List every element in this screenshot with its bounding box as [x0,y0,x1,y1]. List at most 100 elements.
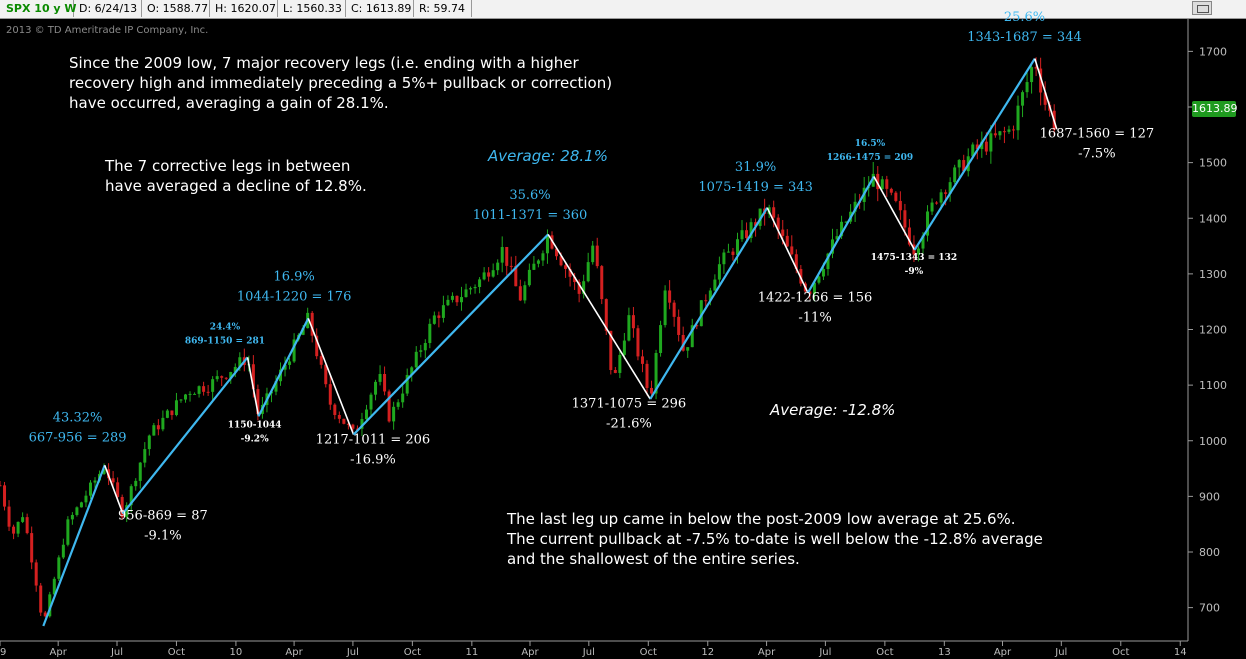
candle-body [903,210,907,228]
candle-body [975,144,979,150]
candle-body [627,315,631,341]
candle-body [704,300,708,302]
x-tick-label: Jul [582,647,595,658]
x-tick-label: Apr [521,647,539,658]
maximize-icon[interactable] [1192,1,1212,15]
y-tick-label: 1100 [1199,379,1227,392]
candle-body [102,469,106,474]
candle-body [328,384,332,405]
x-tick-label: Jul [1054,647,1067,658]
leg-label-line: 1075-1419 = 343 [698,180,813,195]
candle-body [586,262,590,282]
candle-body [604,299,608,331]
candle-body [220,376,224,378]
candle-body [319,356,323,365]
candle-body [939,192,943,203]
candle-body [726,251,730,253]
candle-body [527,269,531,286]
down-leg-line [103,464,124,514]
candle-body [202,386,206,392]
candle-body [473,287,477,289]
candle-body [935,202,939,204]
leg-label-line: 1687-1560 = 127 [1040,127,1155,142]
candle-body [188,393,192,395]
candle-body [668,290,672,303]
up-leg-line [806,175,875,294]
candle-body [437,315,441,318]
x-tick-label: 10 [230,647,243,658]
candle-body [39,585,43,613]
candle-body [233,366,237,373]
candle-body [333,404,337,415]
candle-body [595,245,599,267]
x-tick-label: Jul [110,647,123,658]
candle-body [722,252,726,265]
y-tick-label: 700 [1199,602,1220,615]
candle-body [821,269,825,277]
candle-body [48,594,52,617]
candle-body [894,192,898,201]
candle-body [1034,67,1038,69]
candle-body [564,265,568,269]
candle-body [613,369,617,373]
candle-body [387,391,391,422]
average-gain-label: Average: 28.1% [488,147,608,165]
candle-body [478,279,482,288]
candle-body [993,133,997,136]
leg-label-line: -16.9% [350,453,396,468]
candle-body [1039,68,1043,93]
candle-body [374,381,378,395]
candle-body [111,478,115,483]
leg-label-line: 1422-1266 = 156 [758,291,873,306]
candle-body [1025,82,1029,93]
y-tick-label: 1200 [1199,324,1227,337]
candle-body [817,276,821,283]
quote-header: SPX 10 y W D: 6/24/13 O: 1588.77 H: 1620… [0,0,1246,19]
candle-body [469,288,473,290]
y-tick-label: 900 [1199,490,1220,503]
symbol-field[interactable]: SPX 10 y W [0,0,77,17]
date-readout: D: 6/24/13 [74,0,142,17]
candle-body [224,377,228,379]
candle-body [419,350,423,352]
candle-body [853,201,857,212]
candle-body [962,160,966,172]
leg-label-line: 35.6% [509,188,550,203]
range-readout: R: 59.74 [414,0,472,17]
candle-body [835,236,839,240]
candle-body [582,281,586,294]
x-tick-label: 12 [701,647,714,658]
x-tick-label: 09 [0,647,6,658]
candle-body [790,246,794,255]
candle-body [541,253,545,261]
candle-body [283,364,287,370]
candle-body [907,227,911,245]
candle-body [369,394,373,410]
candle-body [156,425,160,430]
candle-body [129,486,133,506]
down-leg-line [1034,58,1058,130]
leg-label-line: 869-1150 = 281 [185,337,265,347]
candle-body [342,418,346,424]
candle-body [143,449,147,463]
candle-body [184,394,188,400]
candle-body [781,229,785,236]
candle-body [383,373,387,392]
candle-body [591,245,595,263]
candle-body [785,235,789,247]
candle-body [428,323,432,343]
up-leg-line [121,356,249,515]
last-leg-note-line: The last leg up came in below the post-2… [507,510,1016,528]
average-decline-label: Average: -12.8% [770,401,896,419]
candle-body [518,286,522,301]
last-leg-note-line: The current pullback at -7.5% to-date is… [507,530,1043,548]
candle-body [0,485,2,487]
candle-body [70,514,74,520]
candle-body [984,141,988,152]
candle-body [206,391,210,393]
candle-body [120,496,124,518]
candle-body [826,253,830,270]
candle-body [3,485,7,507]
y-tick-label: 1400 [1199,212,1227,225]
candle-body [410,367,414,375]
